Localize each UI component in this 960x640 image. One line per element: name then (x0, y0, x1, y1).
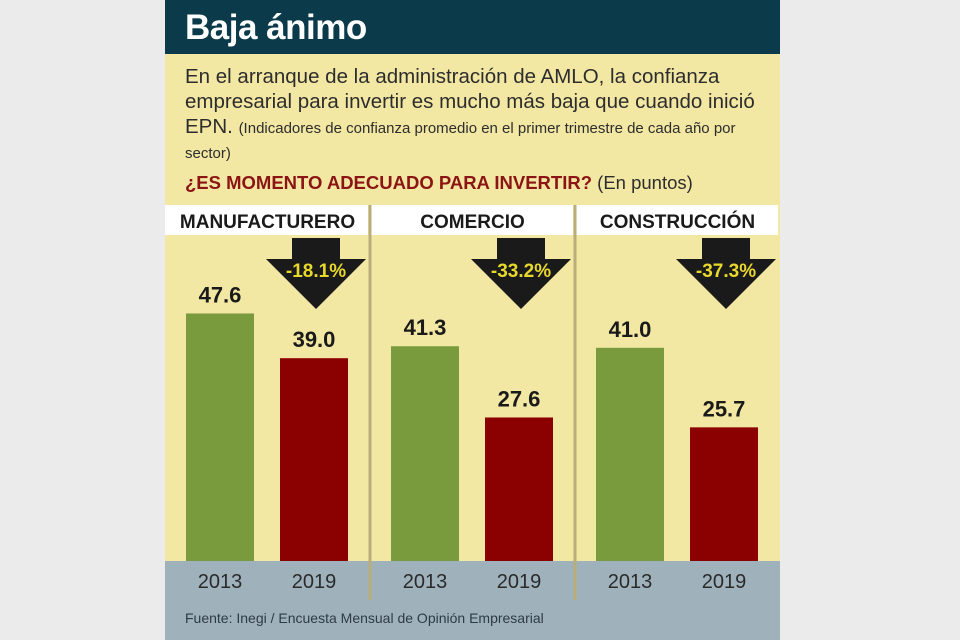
year-label: 2013 (198, 571, 243, 593)
value-label: 27.6 (498, 386, 541, 411)
year-label: 2019 (497, 571, 542, 593)
year-label: 2013 (403, 571, 448, 593)
sector-label: COMERCIO (420, 212, 525, 233)
change-label: -37.3% (696, 261, 756, 282)
subtitle-block: En el arranque de la administración de A… (185, 64, 770, 164)
year-label: 2013 (608, 571, 653, 593)
value-label: 39.0 (293, 327, 336, 352)
bar-2019 (690, 427, 758, 561)
bar-2019 (280, 358, 348, 561)
down-arrow-icon (676, 238, 776, 309)
bar-2013 (186, 313, 254, 561)
sector-header-bg (575, 205, 778, 235)
down-arrow-icon (471, 238, 571, 309)
sector-label: MANUFACTURERO (180, 212, 355, 233)
source-text: Fuente: Inegi / Encuesta Mensual de Opin… (185, 610, 544, 626)
title-bar: Baja ánimo (165, 0, 780, 54)
value-label: 47.6 (199, 282, 242, 307)
change-label: -33.2% (491, 261, 551, 282)
infographic-card: Baja ánimo En el arranque de la administ… (165, 0, 780, 640)
subtitle-note: (Indicadores de confianza promedio en el… (185, 120, 736, 162)
sector-header-bg (165, 205, 368, 235)
value-label: 41.3 (404, 315, 447, 340)
subtitle-text: En el arranque de la administración de A… (185, 65, 755, 138)
year-label: 2019 (292, 571, 337, 593)
chart-question: ¿ES MOMENTO ADECUADO PARA INVERTIR? (185, 172, 593, 193)
year-label: 2019 (702, 571, 747, 593)
year-band (165, 561, 780, 600)
bar-2013 (391, 346, 459, 561)
footer: Fuente: Inegi / Encuesta Mensual de Opin… (165, 600, 780, 640)
bar-2019 (485, 417, 553, 561)
page-title: Baja ánimo (185, 8, 367, 47)
sector-header-bg (370, 205, 573, 235)
units-label: (En puntos) (597, 172, 693, 193)
value-label: 41.0 (609, 317, 652, 342)
question-line: ¿ES MOMENTO ADECUADO PARA INVERTIR? (En … (185, 172, 693, 194)
sector-label: CONSTRUCCIÓN (600, 211, 755, 233)
value-label: 25.7 (703, 396, 746, 421)
down-arrow-icon (266, 238, 366, 309)
change-label: -18.1% (286, 261, 346, 282)
bar-2013 (596, 347, 664, 561)
bar-chart: MANUFACTURERO 47.6 2013 39.0 2019 -18.1% COMER… (165, 205, 780, 600)
